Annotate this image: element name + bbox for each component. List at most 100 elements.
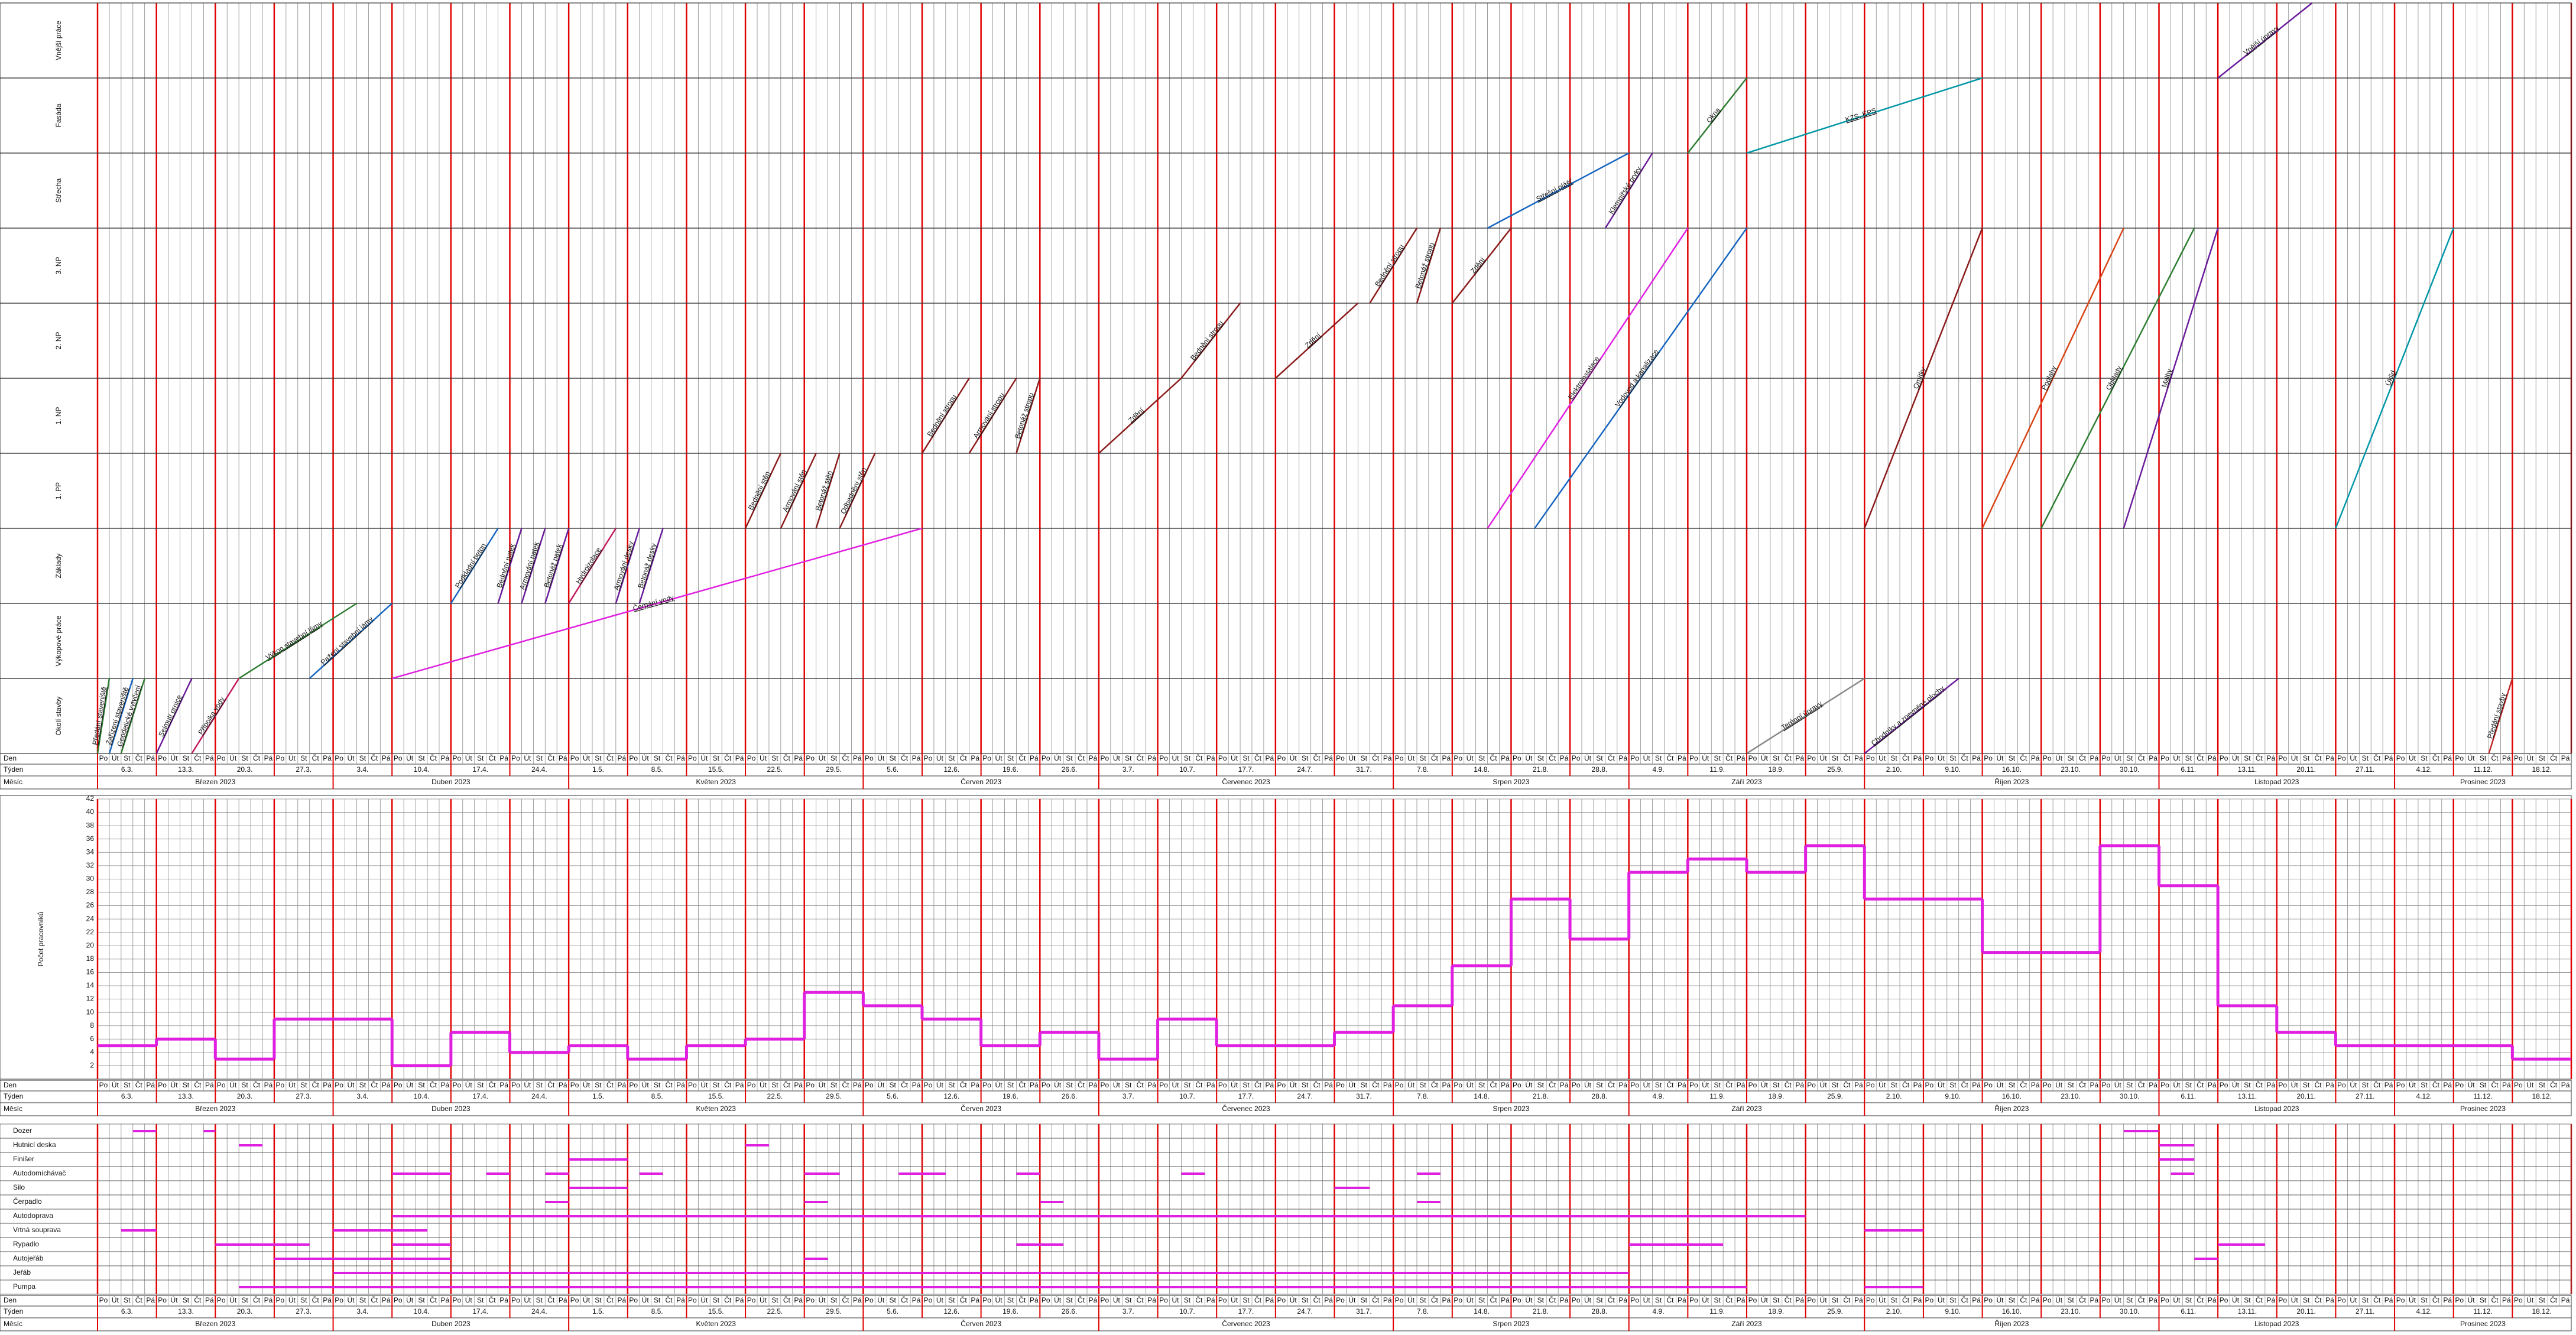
week-label: 28.8. bbox=[1592, 765, 1608, 774]
day-label: St bbox=[124, 1081, 131, 1089]
day-label: Čt bbox=[2020, 1295, 2027, 1304]
day-label: Po bbox=[2455, 1081, 2464, 1089]
day-label: Čt bbox=[1608, 753, 1615, 762]
machine-name: Finišer bbox=[13, 1155, 34, 1163]
day-label: St bbox=[1832, 1296, 1839, 1304]
week-label: 18.9. bbox=[1768, 1307, 1784, 1315]
day-label: Čt bbox=[666, 753, 673, 762]
y-tick-label: 14 bbox=[86, 981, 95, 989]
day-label: Čt bbox=[1549, 1080, 1556, 1089]
day-label: St bbox=[595, 1296, 602, 1304]
day-label: Po bbox=[1513, 1081, 1521, 1089]
week-label: 4.12. bbox=[2416, 765, 2432, 774]
day-label: Pá bbox=[1501, 754, 1510, 762]
day-label: Čt bbox=[2315, 1080, 2322, 1089]
week-label: 3.7. bbox=[1122, 765, 1134, 774]
week-label: 7.8. bbox=[1417, 1092, 1429, 1100]
day-label: St bbox=[2480, 754, 2487, 762]
day-label: Út bbox=[1231, 1295, 1238, 1304]
day-label: Čt bbox=[1961, 1080, 1969, 1089]
axis-row bbox=[0, 1317, 2572, 1331]
day-label: St bbox=[1714, 1081, 1721, 1089]
week-label: 10.4. bbox=[414, 1307, 430, 1315]
day-label: St bbox=[2009, 754, 2016, 762]
day-label: Po bbox=[1572, 1296, 1581, 1304]
day-label: Út bbox=[112, 753, 119, 762]
day-label: St bbox=[2244, 1081, 2251, 1089]
axis-row-label: Den bbox=[4, 1296, 17, 1304]
day-label: Čt bbox=[606, 753, 614, 762]
day-label: Út bbox=[1348, 753, 1356, 762]
day-label: Út bbox=[1348, 1080, 1356, 1089]
day-label: Pá bbox=[1383, 1081, 1392, 1089]
day-label: Po bbox=[2396, 1081, 2405, 1089]
day-label: Út bbox=[288, 1295, 296, 1304]
day-label: Út bbox=[700, 753, 708, 762]
day-label: St bbox=[241, 1081, 248, 1089]
day-label: Út bbox=[2173, 1295, 2181, 1304]
day-label: Čt bbox=[1431, 1080, 1439, 1089]
zone-label: Výkopové práce bbox=[54, 615, 63, 666]
day-label: Po bbox=[1630, 1081, 1639, 1089]
day-label: St bbox=[713, 1081, 720, 1089]
day-label: Út bbox=[642, 1295, 650, 1304]
day-label: Út bbox=[1348, 1295, 1356, 1304]
day-label: Út bbox=[1879, 1080, 1886, 1089]
week-label: 20.3. bbox=[237, 1092, 253, 1100]
day-label: Út bbox=[995, 1080, 1003, 1089]
day-label: Pá bbox=[2443, 1296, 2452, 1304]
day-label: Út bbox=[936, 753, 944, 762]
day-label: Pá bbox=[2149, 754, 2158, 762]
day-label: Po bbox=[1395, 754, 1404, 762]
day-label: Čt bbox=[2432, 1080, 2440, 1089]
week-label: 29.5. bbox=[826, 765, 842, 774]
day-label: St bbox=[2303, 1081, 2310, 1089]
month-label: Září 2023 bbox=[1731, 1320, 1762, 1328]
day-label: St bbox=[300, 1296, 307, 1304]
day-label: Út bbox=[2468, 753, 2476, 762]
week-label: 25.9. bbox=[1827, 765, 1843, 774]
day-label: Pá bbox=[2266, 1081, 2275, 1089]
day-label: Pá bbox=[1795, 1081, 1804, 1089]
week-label: 11.9. bbox=[1709, 1092, 1725, 1100]
day-label: Po bbox=[1336, 1081, 1345, 1089]
day-label: Pá bbox=[2561, 1081, 2570, 1089]
week-label: 15.5. bbox=[708, 765, 724, 774]
y-tick-label: 12 bbox=[86, 995, 95, 1003]
week-label: 26.6. bbox=[1062, 765, 1078, 774]
task-line bbox=[568, 528, 617, 604]
y-tick-label: 22 bbox=[86, 928, 95, 936]
day-label: Pá bbox=[1147, 1081, 1156, 1089]
day-label: Pá bbox=[2325, 754, 2334, 762]
day-label: Čt bbox=[2550, 1295, 2558, 1304]
day-label: St bbox=[359, 1296, 366, 1304]
day-label: Čt bbox=[1725, 753, 1733, 762]
day-label: Čt bbox=[2197, 753, 2204, 762]
day-label: St bbox=[1832, 754, 1839, 762]
week-label: 20.3. bbox=[237, 1307, 253, 1315]
day-label: St bbox=[241, 1296, 248, 1304]
zone-label: 2. NP bbox=[54, 332, 63, 349]
week-label: 24.4. bbox=[531, 1092, 547, 1100]
day-label: Po bbox=[1925, 1296, 1934, 1304]
day-label: Čt bbox=[1902, 1295, 1910, 1304]
day-label: Út bbox=[760, 753, 767, 762]
month-label: Prosinec 2023 bbox=[2460, 1320, 2506, 1328]
week-label: 6.3. bbox=[121, 1307, 133, 1315]
week-label: 23.10. bbox=[2061, 1092, 2080, 1100]
day-label: St bbox=[2539, 1081, 2546, 1089]
day-label: Čt bbox=[371, 1080, 378, 1089]
day-label: Pá bbox=[2090, 1081, 2099, 1089]
day-label: Čt bbox=[1313, 753, 1321, 762]
day-label: Pá bbox=[1737, 1296, 1746, 1304]
day-label: Pá bbox=[1442, 754, 1451, 762]
day-label: Pá bbox=[1560, 754, 1569, 762]
day-label: Pá bbox=[1266, 1296, 1274, 1304]
day-label: Po bbox=[276, 754, 285, 762]
day-label: Čt bbox=[1785, 1295, 1792, 1304]
day-label: Út bbox=[288, 1080, 296, 1089]
zone-label: Střecha bbox=[54, 178, 63, 203]
day-label: Pá bbox=[146, 1081, 155, 1089]
week-label: 20.11. bbox=[2296, 765, 2315, 774]
day-label: Po bbox=[2160, 1081, 2169, 1089]
